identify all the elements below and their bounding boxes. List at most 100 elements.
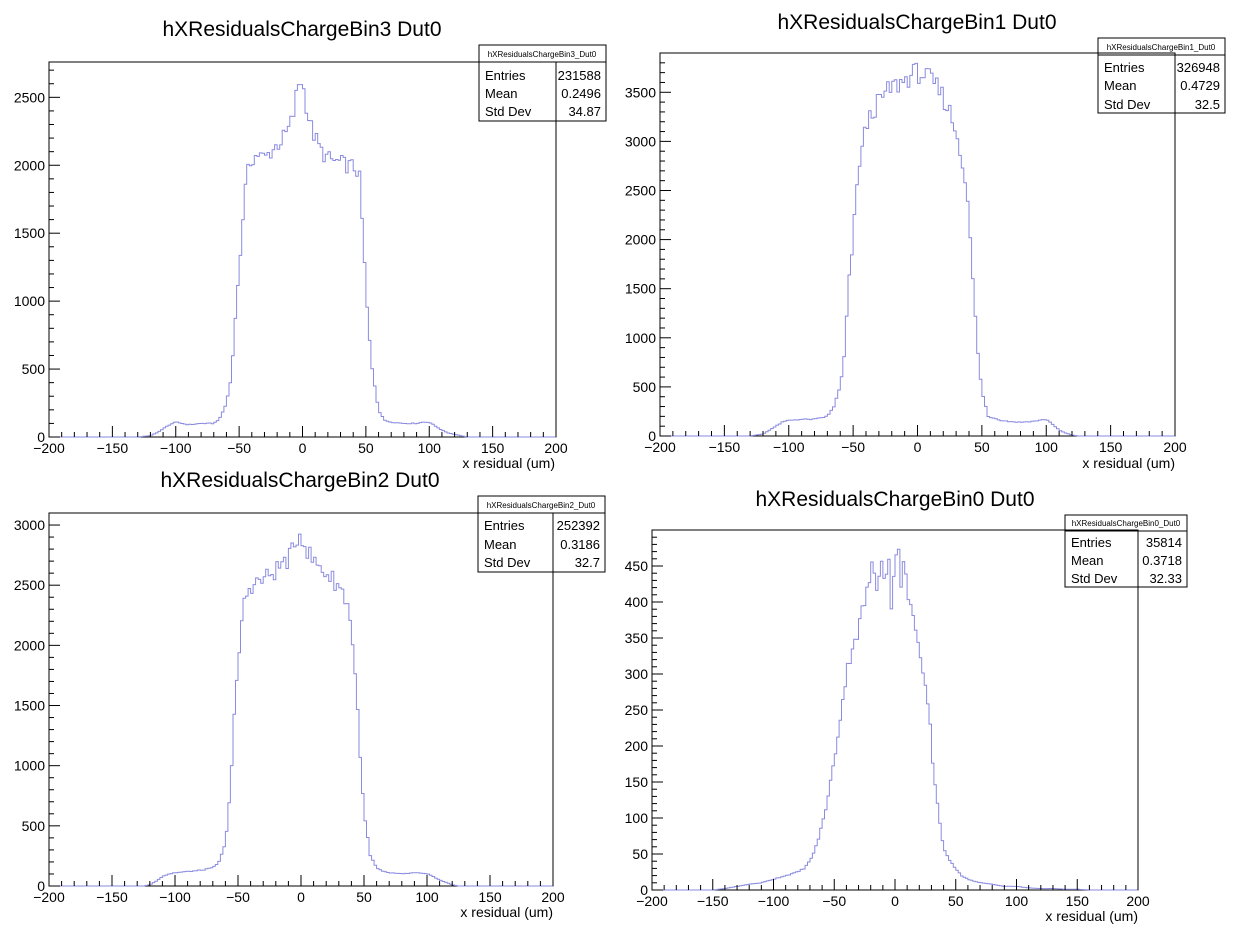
stats-entries-value: 35814 [1146, 535, 1182, 550]
stats-mean-value: 0.2496 [561, 86, 601, 101]
x-tick-label: −150 [709, 439, 741, 455]
stats-stddev-label: Std Dev [484, 555, 531, 570]
stats-entries-label: Entries [1071, 535, 1112, 550]
x-tick-label: 150 [1066, 893, 1090, 909]
stats-mean-label: Mean [484, 537, 517, 552]
stats-histogram-name: hXResidualsChargeBin2_Dut0 [487, 501, 596, 510]
y-tick-label: 250 [625, 702, 649, 718]
y-tick-label: 0 [37, 878, 45, 894]
stats-histogram-name: hXResidualsChargeBin0_Dut0 [1072, 519, 1181, 528]
y-tick-label: 350 [625, 630, 649, 646]
stats-mean-label: Mean [1071, 553, 1104, 568]
panel-charge-bin2: hXResidualsChargeBin2 Dut0 x residual (u… [14, 469, 606, 920]
x-tick-label: −200 [33, 889, 65, 905]
x-tick-label: −150 [96, 889, 128, 905]
x-tick-label: 200 [1163, 439, 1187, 455]
histogram-series-line [49, 84, 556, 438]
stats-stddev-value: 34.87 [568, 104, 601, 119]
y-tick-label: 2500 [14, 89, 45, 105]
chart-title: hXResidualsChargeBin1 Dut0 [778, 11, 1057, 34]
x-tick-label: −200 [644, 439, 676, 455]
stats-entries-value: 231588 [558, 68, 601, 83]
chart-title: hXResidualsChargeBin3 Dut0 [163, 18, 442, 41]
x-tick-label: 100 [418, 440, 442, 456]
panel-charge-bin3: hXResidualsChargeBin3 Dut0 x residual (u… [14, 18, 607, 471]
x-tick-label: −50 [226, 889, 250, 905]
y-tick-label: 50 [632, 846, 648, 862]
y-tick-label: 200 [625, 738, 649, 754]
y-tick-label: 2000 [625, 232, 656, 248]
stats-stddev-label: Std Dev [1071, 571, 1118, 586]
y-tick-label: 2500 [625, 182, 656, 198]
y-tick-label: 450 [625, 558, 649, 574]
x-tick-label: 200 [541, 889, 565, 905]
stats-box: hXResidualsChargeBin0_Dut0 Entries 35814… [1064, 514, 1188, 588]
stats-mean-label: Mean [1104, 78, 1137, 93]
x-tick-label: 50 [358, 440, 374, 456]
y-tick-label: 1500 [14, 225, 45, 241]
stats-stddev-value: 32.5 [1195, 97, 1220, 112]
chart-title: hXResidualsChargeBin0 Dut0 [756, 488, 1035, 511]
panel-charge-bin1: hXResidualsChargeBin1 Dut0 x residual (u… [625, 11, 1226, 471]
plot-frame [48, 61, 557, 438]
x-tick-label: −50 [227, 440, 251, 456]
x-tick-label: −150 [97, 440, 129, 456]
histogram-series-line [660, 62, 1175, 437]
stats-histogram-name: hXResidualsChargeBin1_Dut0 [1107, 43, 1216, 52]
stats-entries-label: Entries [1104, 60, 1145, 75]
x-tick-label: 50 [974, 439, 990, 455]
histogram-series-line [49, 533, 553, 887]
x-tick-label: 200 [1126, 893, 1150, 909]
y-tick-label: 300 [625, 666, 649, 682]
x-tick-label: 100 [415, 889, 439, 905]
y-tick-label: 1500 [14, 698, 45, 714]
x-tick-label: −50 [822, 893, 846, 909]
y-tick-label: 1500 [625, 281, 656, 297]
y-tick-label: 0 [37, 429, 45, 445]
stats-stddev-value: 32.33 [1149, 571, 1182, 586]
stats-mean-value: 0.3186 [560, 537, 600, 552]
stats-box: hXResidualsChargeBin2_Dut0 Entries 25239… [477, 495, 606, 573]
stats-box: hXResidualsChargeBin1_Dut0 Entries 32694… [1097, 37, 1226, 114]
plot-frame [48, 512, 554, 887]
stats-stddev-label: Std Dev [485, 104, 532, 119]
y-tick-label: 100 [625, 810, 649, 826]
stats-mean-label: Mean [485, 86, 518, 101]
y-tick-label: 2500 [14, 577, 45, 593]
stats-box: hXResidualsChargeBin3_Dut0 Entries 23158… [478, 44, 607, 122]
y-tick-label: 1000 [14, 293, 45, 309]
x-tick-label: −100 [159, 889, 191, 905]
stats-mean-value: 0.4729 [1180, 78, 1220, 93]
x-axis-label: x residual (um) [1082, 455, 1175, 471]
y-tick-label: 1000 [14, 758, 45, 774]
x-tick-label: −150 [697, 893, 729, 909]
x-tick-label: 0 [297, 889, 305, 905]
y-tick-label: 3500 [625, 84, 656, 100]
y-tick-label: 3000 [625, 133, 656, 149]
y-tick-label: 3000 [14, 517, 45, 533]
x-tick-label: 0 [914, 439, 922, 455]
y-tick-label: 2000 [14, 157, 45, 173]
x-tick-label: 150 [481, 440, 505, 456]
stats-stddev-value: 32.7 [575, 555, 600, 570]
y-tick-label: 500 [22, 361, 46, 377]
y-tick-label: 500 [22, 818, 46, 834]
stats-stddev-label: Std Dev [1104, 97, 1151, 112]
x-tick-label: −100 [773, 439, 805, 455]
x-tick-label: 200 [544, 440, 568, 456]
x-tick-label: 150 [478, 889, 502, 905]
x-tick-label: 100 [1035, 439, 1059, 455]
x-tick-label: 50 [356, 889, 372, 905]
x-tick-label: −100 [160, 440, 192, 456]
x-axis-label: x residual (um) [460, 904, 553, 920]
stats-entries-label: Entries [484, 518, 525, 533]
y-tick-label: 400 [625, 594, 649, 610]
y-tick-label: 500 [633, 379, 657, 395]
stats-entries-label: Entries [485, 68, 526, 83]
y-tick-label: 0 [640, 882, 648, 898]
y-tick-label: 1000 [625, 330, 656, 346]
chart-title: hXResidualsChargeBin2 Dut0 [161, 469, 440, 492]
x-tick-label: −200 [33, 440, 65, 456]
x-tick-label: −200 [636, 893, 668, 909]
